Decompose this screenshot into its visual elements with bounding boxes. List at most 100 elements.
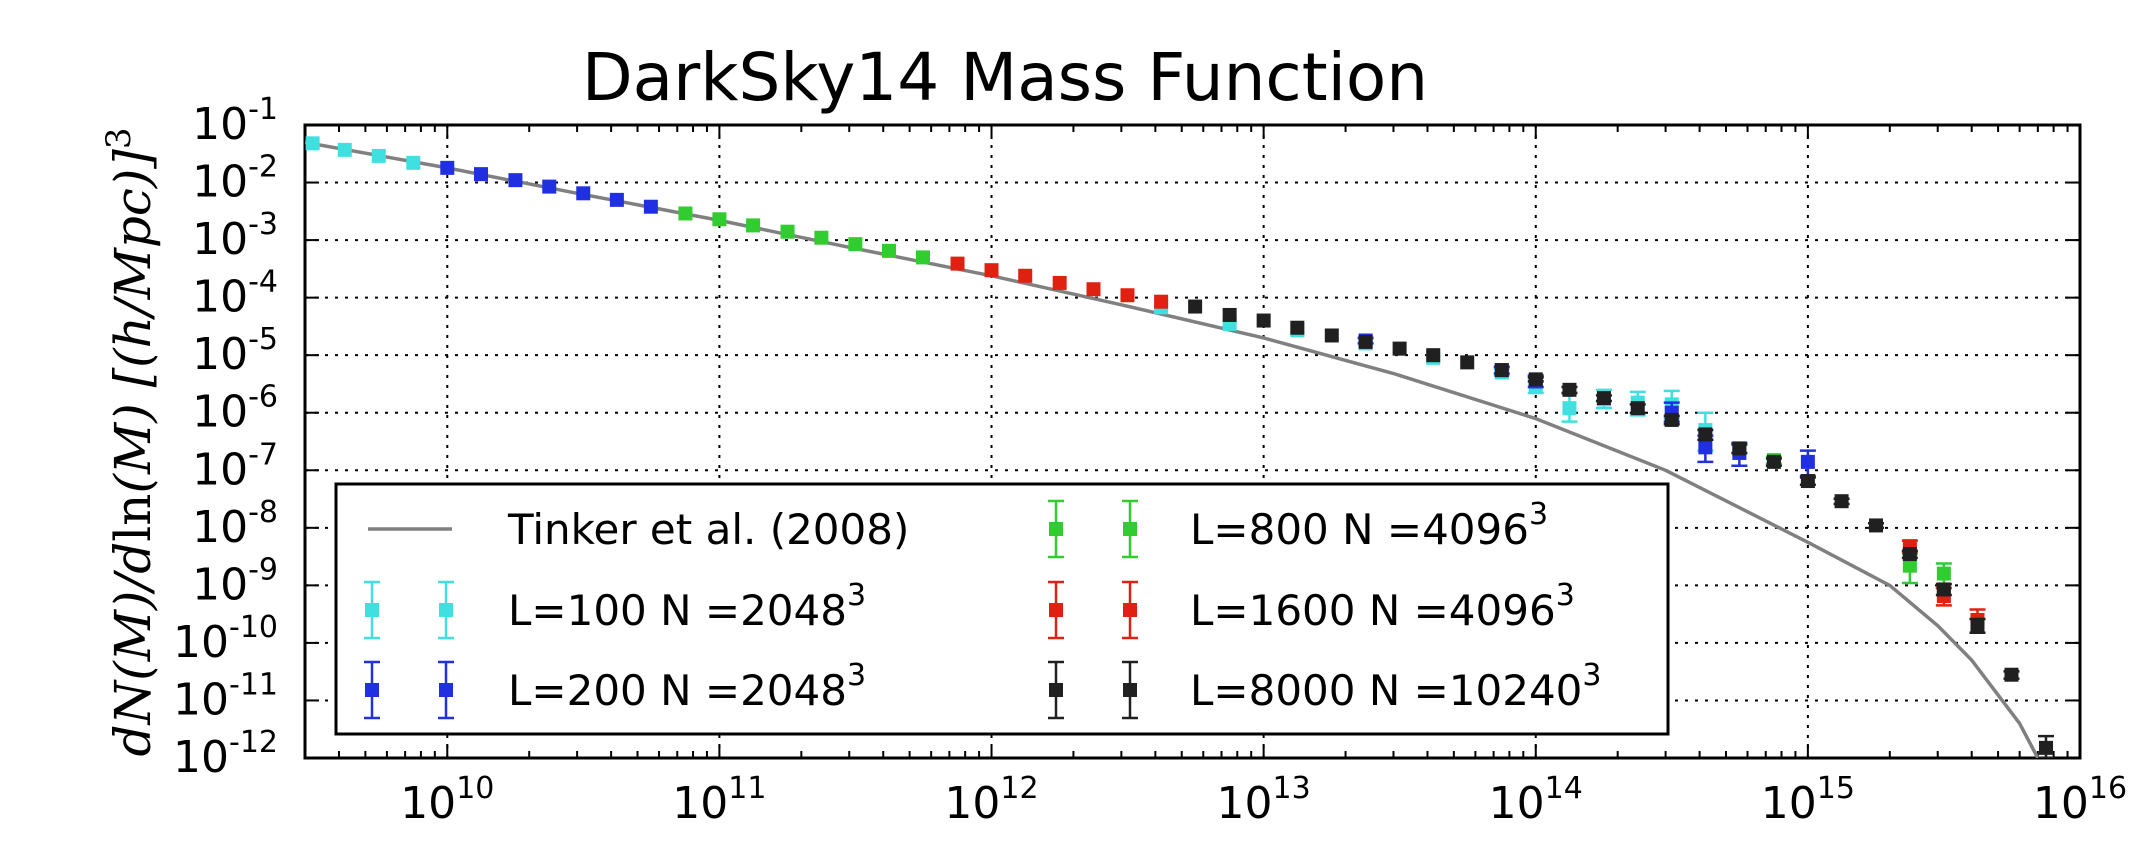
legend: Tinker et al. (2008) L=100 N =20483 L=200… bbox=[334, 482, 1670, 736]
y-tick-label: 10-4 bbox=[192, 265, 278, 323]
data-point bbox=[1663, 412, 1680, 427]
data-marker bbox=[1460, 355, 1475, 370]
data-marker bbox=[1562, 401, 1577, 416]
data-marker bbox=[576, 186, 591, 201]
data-marker bbox=[678, 206, 693, 221]
y-tick-label: 10-9 bbox=[192, 552, 278, 610]
data-point bbox=[473, 167, 488, 182]
data-marker bbox=[406, 155, 421, 170]
y-tick-label: 10-12 bbox=[173, 725, 278, 783]
data-marker bbox=[1358, 334, 1373, 349]
data-point bbox=[712, 212, 727, 227]
data-point bbox=[882, 243, 897, 258]
data-point bbox=[1969, 617, 1986, 635]
legend-label: L=100 N =20483 bbox=[508, 578, 866, 635]
data-marker bbox=[473, 167, 488, 182]
data-point bbox=[1494, 363, 1509, 378]
data-point bbox=[1188, 299, 1203, 314]
data-marker bbox=[1630, 401, 1645, 416]
y-tick-label: 10-11 bbox=[173, 667, 278, 725]
data-point bbox=[2003, 667, 2020, 682]
data-point bbox=[1018, 268, 1033, 283]
data-point bbox=[576, 186, 591, 201]
data-point bbox=[1358, 334, 1373, 349]
x-tick-label: 1014 bbox=[1489, 771, 1583, 829]
data-marker bbox=[1222, 307, 1237, 322]
data-point bbox=[950, 256, 965, 271]
data-point bbox=[1799, 474, 1816, 489]
legend-entry-4: L=8000 N =102403 bbox=[1048, 658, 1602, 720]
legend-series-entries: L=100 N =20483 L=200 N =20483 L=800 N =409… bbox=[364, 497, 1602, 720]
data-point bbox=[1697, 427, 1714, 442]
legend-marker bbox=[365, 683, 379, 697]
data-marker bbox=[1426, 348, 1441, 363]
legend-entry-2: L=800 N =40963 bbox=[1048, 497, 1548, 559]
data-marker bbox=[337, 142, 352, 157]
data-marker bbox=[1562, 382, 1577, 397]
data-point bbox=[1120, 288, 1135, 303]
y-tick-label: 10-1 bbox=[192, 92, 278, 150]
data-point bbox=[780, 224, 795, 239]
data-marker bbox=[712, 212, 727, 227]
data-marker bbox=[1902, 558, 1917, 573]
data-point bbox=[643, 199, 658, 214]
data-marker bbox=[508, 173, 523, 188]
legend-marker bbox=[1049, 522, 1063, 536]
y-tick-label: 10-8 bbox=[192, 495, 278, 553]
data-marker bbox=[814, 230, 829, 245]
legend-label: L=8000 N =102403 bbox=[1190, 658, 1602, 715]
data-point bbox=[508, 173, 523, 188]
data-point bbox=[337, 142, 352, 157]
data-marker bbox=[643, 199, 658, 214]
legend-model-label: Tinker et al. (2008) bbox=[507, 505, 909, 554]
legend-entry-1: L=200 N =20483 bbox=[364, 658, 866, 720]
data-point bbox=[1561, 382, 1578, 397]
y-tick-labels: 10-110-210-310-410-510-610-710-810-910-1… bbox=[173, 92, 278, 783]
data-point bbox=[1901, 547, 1918, 562]
data-marker bbox=[1766, 454, 1781, 469]
data-point bbox=[1256, 313, 1271, 328]
data-marker bbox=[1290, 320, 1305, 335]
data-marker bbox=[1392, 341, 1407, 356]
data-marker bbox=[1800, 454, 1815, 469]
data-point bbox=[814, 230, 829, 245]
data-marker bbox=[305, 136, 320, 151]
data-point bbox=[1290, 320, 1305, 335]
data-marker bbox=[1596, 391, 1611, 406]
y-tick-label: 10-6 bbox=[192, 380, 278, 438]
legend-entry-0: L=100 N =20483 bbox=[364, 578, 866, 640]
data-marker bbox=[1698, 440, 1713, 455]
y-tick-label: 10-5 bbox=[192, 322, 278, 380]
data-marker bbox=[1902, 547, 1917, 562]
data-marker bbox=[746, 218, 761, 233]
y-axis-label-exponent: 3 bbox=[99, 127, 139, 149]
data-marker bbox=[1936, 582, 1951, 597]
y-tick-label: 10-10 bbox=[173, 610, 278, 668]
data-point bbox=[1460, 355, 1475, 370]
data-marker bbox=[848, 237, 863, 252]
model-curve-tinker bbox=[305, 140, 2040, 758]
data-marker bbox=[1494, 363, 1509, 378]
data-marker bbox=[1732, 441, 1747, 456]
legend-marker bbox=[1123, 603, 1137, 617]
legend-marker bbox=[439, 683, 453, 697]
data-point bbox=[305, 136, 320, 151]
data-marker bbox=[1834, 494, 1849, 509]
legend-label: L=1600 N =40963 bbox=[1190, 578, 1575, 635]
data-point bbox=[542, 179, 557, 194]
data-marker bbox=[950, 256, 965, 271]
data-marker bbox=[882, 243, 897, 258]
series-1 bbox=[440, 160, 1816, 478]
x-tick-label: 1012 bbox=[944, 771, 1038, 829]
data-point bbox=[1833, 494, 1850, 509]
data-marker bbox=[1086, 282, 1101, 297]
data-marker bbox=[1970, 618, 1985, 633]
legend-marker bbox=[1049, 683, 1063, 697]
data-marker bbox=[609, 192, 624, 207]
x-tick-labels: 1010 1011 1012 1013 1014 1015 1016 bbox=[400, 771, 2127, 829]
data-point bbox=[440, 160, 455, 175]
data-point bbox=[1868, 518, 1885, 533]
data-point bbox=[1765, 454, 1782, 469]
data-marker bbox=[1256, 313, 1271, 328]
x-tick-label: 1010 bbox=[400, 771, 494, 829]
